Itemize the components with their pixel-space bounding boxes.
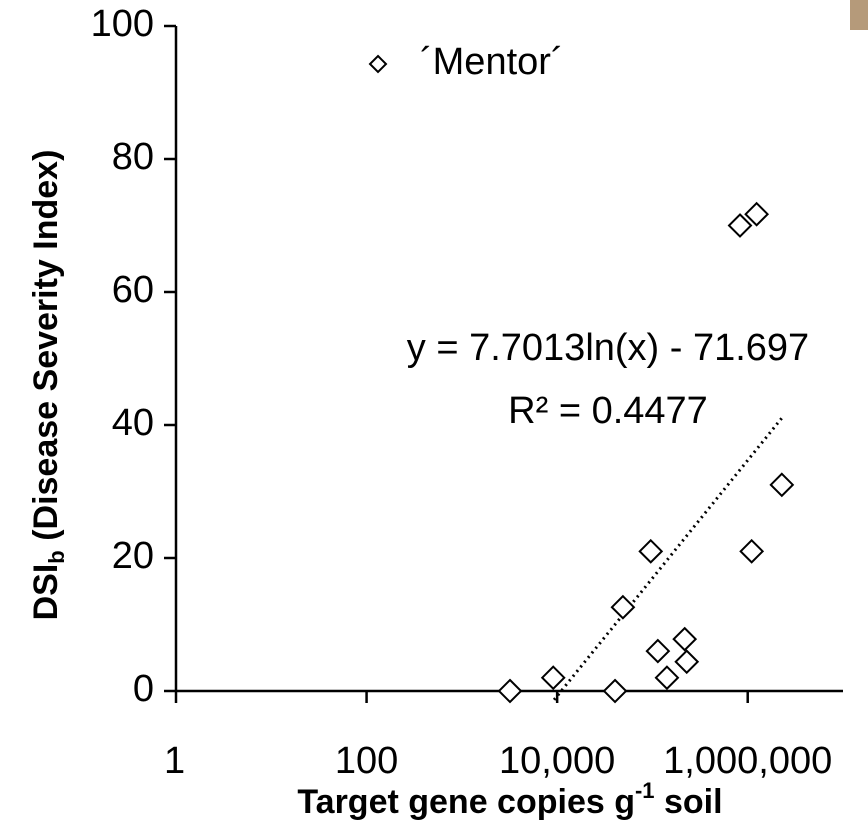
x-axis-title: Target gene copies g-1 soil <box>297 778 722 821</box>
x-tick-label: 1 <box>164 740 185 782</box>
data-point <box>638 538 664 564</box>
y-tick-label: 20 <box>112 535 154 577</box>
image-fragment <box>850 0 868 30</box>
data-point <box>540 665 566 691</box>
data-point <box>645 638 671 664</box>
y-title-rest: (Disease Severity Index) <box>27 150 65 551</box>
x-tick-label: 100 <box>335 740 398 782</box>
x-tick-label: 1,000,000 <box>663 740 832 782</box>
trendline <box>552 416 784 701</box>
data-point <box>674 649 700 675</box>
trend-equation: y = 7.7013ln(x) - 71.697 <box>407 327 809 369</box>
data-point <box>769 472 795 498</box>
y-tick-label: 60 <box>112 269 154 311</box>
x-title-main: Target gene copies g <box>297 783 635 821</box>
y-tick-label: 40 <box>112 402 154 444</box>
legend-marker <box>368 54 388 74</box>
data-point <box>727 213 753 238</box>
data-point <box>744 201 770 227</box>
data-point <box>497 678 523 704</box>
legend-label: ´Mentor´ <box>420 41 564 83</box>
x-title-sup: -1 <box>635 778 655 803</box>
y-tick-label: 80 <box>112 136 154 178</box>
y-title-main: DSI <box>27 564 65 621</box>
y-tick-label: 100 <box>91 3 154 45</box>
y-tick-label: 0 <box>133 668 154 710</box>
data-point <box>610 594 636 620</box>
data-point <box>672 626 698 652</box>
y-axis-title: DSIb (Disease Severity Index) <box>27 150 69 621</box>
data-point <box>739 538 765 564</box>
data-point <box>654 665 680 691</box>
x-title-rest: soil <box>655 783 723 821</box>
trend-r-squared: R² = 0.4477 <box>508 390 708 432</box>
x-tick-label: 10,000 <box>499 740 615 782</box>
y-title-sub: b <box>44 550 69 563</box>
data-point <box>602 678 628 704</box>
